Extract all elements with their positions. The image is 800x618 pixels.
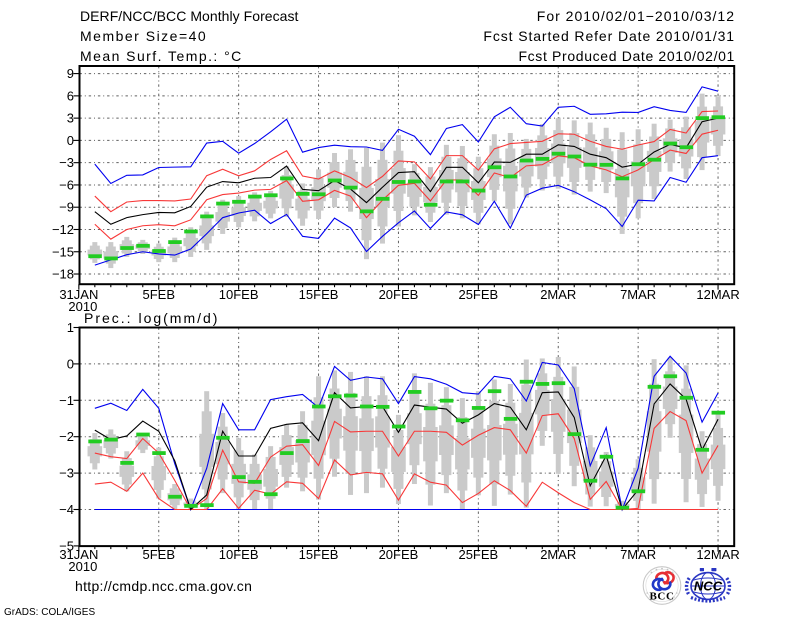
svg-text:31JAN: 31JAN (59, 547, 98, 562)
svg-text:20FEB: 20FEB (379, 287, 419, 302)
svg-text:2MAR: 2MAR (540, 547, 576, 562)
svg-text:7MAR: 7MAR (620, 547, 656, 562)
svg-text:5FEB: 5FEB (142, 547, 175, 562)
svg-text:−3: −3 (59, 466, 74, 481)
svg-text:−3: −3 (59, 155, 74, 170)
svg-text:6: 6 (67, 88, 74, 103)
svg-text:12MAR: 12MAR (696, 547, 739, 562)
svg-text:−1: −1 (59, 393, 74, 408)
svg-text:Mean Surf. Temp.: °C: Mean Surf. Temp.: °C (80, 48, 243, 64)
svg-text:Fcst Produced Date 2010/02/01: Fcst Produced Date 2010/02/01 (518, 48, 735, 64)
svg-text:10FEB: 10FEB (219, 287, 259, 302)
svg-text:2010: 2010 (68, 559, 97, 574)
svg-text:2010: 2010 (68, 299, 97, 314)
svg-text:NCC: NCC (694, 579, 723, 594)
svg-text:25FEB: 25FEB (458, 547, 498, 562)
svg-text:31JAN: 31JAN (59, 287, 98, 302)
svg-text:0: 0 (67, 356, 74, 371)
svg-text:Fcst Started Refer Date 2010/0: Fcst Started Refer Date 2010/01/31 (483, 28, 735, 44)
svg-text:1: 1 (67, 320, 74, 335)
svg-text:GrADS: COLA/IGES: GrADS: COLA/IGES (4, 607, 95, 618)
svg-text:12MAR: 12MAR (696, 287, 739, 302)
svg-text:−9: −9 (59, 200, 74, 215)
svg-text:2MAR: 2MAR (540, 287, 576, 302)
svg-text:For 2010/02/01−2010/03/12: For 2010/02/01−2010/03/12 (537, 8, 735, 24)
svg-text:5FEB: 5FEB (142, 287, 175, 302)
svg-text:−2: −2 (59, 429, 74, 444)
svg-text:−6: −6 (59, 177, 74, 192)
svg-text:15FEB: 15FEB (299, 287, 339, 302)
svg-text:7MAR: 7MAR (620, 287, 656, 302)
svg-text:Prec.: log(mm/d): Prec.: log(mm/d) (84, 310, 219, 326)
svg-text:9: 9 (67, 66, 74, 81)
svg-text:15FEB: 15FEB (299, 547, 339, 562)
svg-text:3: 3 (67, 111, 74, 126)
svg-text:0: 0 (67, 133, 74, 148)
svg-text:−15: −15 (52, 244, 74, 259)
svg-text:25FEB: 25FEB (458, 287, 498, 302)
svg-text:10FEB: 10FEB (219, 547, 259, 562)
svg-text:−18: −18 (52, 267, 74, 282)
svg-text:Member Size=40: Member Size=40 (80, 28, 207, 44)
svg-text:−12: −12 (52, 222, 74, 237)
svg-text:−5: −5 (59, 538, 74, 553)
svg-text:20FEB: 20FEB (379, 547, 419, 562)
svg-text:BCC: BCC (649, 591, 674, 603)
svg-text:DERF/NCC/BCC Monthly Forecast: DERF/NCC/BCC Monthly Forecast (80, 8, 299, 24)
svg-text:−4: −4 (59, 502, 74, 517)
svg-text:http://cmdp.ncc.cma.gov.cn: http://cmdp.ncc.cma.gov.cn (75, 578, 252, 594)
